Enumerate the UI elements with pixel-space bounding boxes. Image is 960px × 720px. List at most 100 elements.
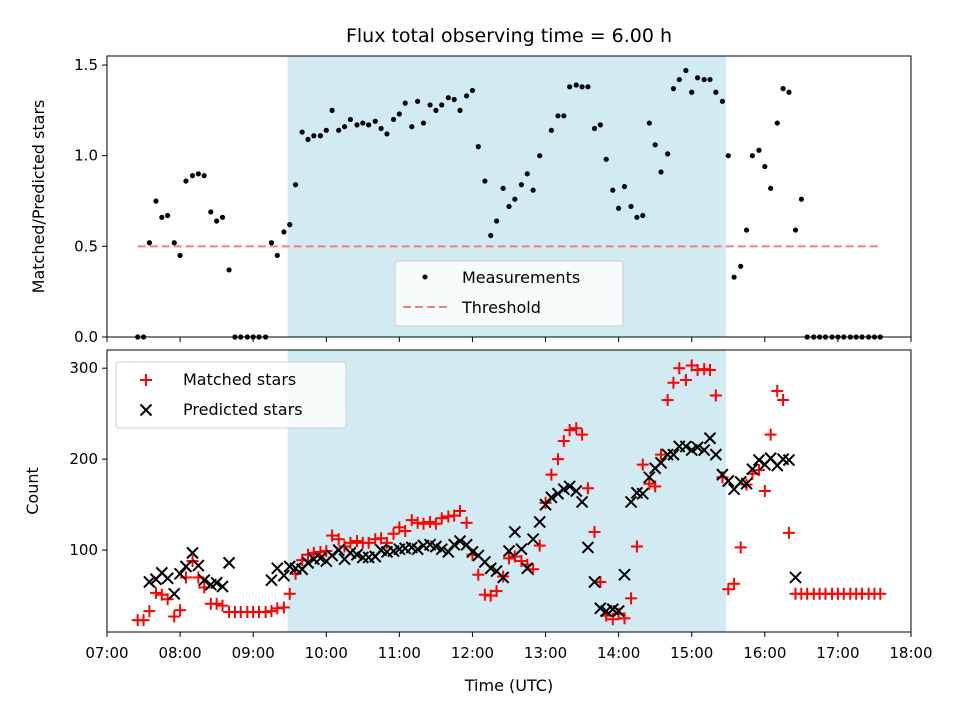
legend-predicted-marker — [139, 403, 153, 417]
measurement-point — [208, 209, 214, 215]
legend-matched-label: Matched stars — [183, 370, 296, 389]
x-stroke-b — [453, 534, 467, 548]
x-stroke-b — [332, 543, 345, 557]
x-stroke-b — [709, 448, 723, 461]
matched-star-point — [137, 614, 150, 627]
x-tick-label: 08:00 — [158, 644, 201, 662]
x-stroke-b — [521, 562, 534, 575]
measurement-point — [530, 187, 536, 193]
measurement-point — [165, 212, 171, 219]
x-stroke-b — [594, 602, 607, 615]
measurement-point — [390, 116, 397, 123]
predicted-star-point — [624, 495, 638, 509]
measurement-point — [500, 185, 506, 191]
matched-star-point — [581, 482, 594, 495]
matched-star-point — [661, 394, 674, 407]
measurement-point — [183, 178, 189, 184]
matched-star-point — [618, 612, 631, 625]
x-stroke-b — [624, 495, 638, 509]
matched-star-point — [570, 422, 583, 435]
predicted-star-point — [453, 534, 467, 548]
predicted-star-point — [301, 556, 315, 570]
x-stroke-b — [776, 452, 790, 466]
measurement-point — [579, 84, 585, 90]
x-stroke-b — [533, 515, 546, 529]
predicted-star-point — [654, 456, 668, 470]
x-stroke-b — [139, 403, 153, 417]
measurement-point — [402, 100, 408, 106]
measurement-point — [597, 122, 603, 128]
x-stroke-b — [301, 556, 315, 570]
measurement-point — [341, 124, 348, 130]
matched-star-point — [545, 468, 558, 481]
matched-star-point — [673, 362, 686, 375]
predicted-star-point — [435, 543, 448, 556]
predicted-star-point — [667, 448, 680, 461]
measurement-point — [360, 120, 366, 126]
matched-star-point — [752, 464, 765, 477]
measurement-point — [409, 124, 415, 130]
matched-star-point — [630, 540, 643, 553]
matched-star-point — [874, 587, 887, 600]
matched-star-point — [655, 448, 668, 461]
x-stroke-b — [490, 564, 503, 578]
measurement-point — [621, 183, 628, 190]
measurement-point — [634, 214, 640, 220]
measurement-point — [274, 252, 280, 259]
y-tick-label: 0.5 — [74, 237, 98, 255]
matched-star-point — [734, 541, 747, 554]
measurement-point — [762, 163, 768, 170]
measurement-point — [146, 240, 152, 246]
x-stroke-b — [575, 495, 589, 509]
x-stroke-b — [789, 571, 802, 584]
x-stroke-b — [143, 575, 156, 589]
x-stroke-b — [740, 477, 753, 490]
measurement-point — [628, 203, 634, 210]
x-tick-label: 07:00 — [85, 644, 128, 662]
y-tick-label: 200 — [69, 450, 98, 468]
predicted-star-point — [192, 559, 205, 572]
predicted-star-point — [198, 573, 211, 587]
measurement-point — [670, 86, 677, 92]
x-stroke-b — [466, 545, 479, 559]
measurement-point — [506, 203, 512, 210]
predicted-star-point — [356, 551, 370, 564]
matched-star-point — [460, 516, 473, 529]
bottom-x-ticks: 07:00 08:00 09:00 10:00 11:00 12:00 13:00 14:00… — [85, 632, 933, 662]
predicted-star-point — [679, 440, 693, 453]
matched-star-point — [643, 477, 656, 490]
x-stroke-b — [435, 543, 448, 556]
matched-star-point — [417, 517, 430, 530]
x-stroke-b — [630, 486, 644, 500]
measurement-point — [336, 127, 342, 133]
x-stroke-b — [563, 480, 576, 493]
measurement-point — [201, 173, 207, 179]
x-stroke-b — [289, 562, 302, 575]
x-stroke-b — [265, 573, 278, 587]
matched-star-point — [625, 592, 638, 605]
predicted-star-point — [545, 491, 558, 504]
measurement-point — [488, 232, 494, 239]
measurement-point — [738, 263, 744, 269]
predicted-star-point — [332, 543, 345, 557]
predicted-star-point — [186, 546, 199, 560]
predicted-star-point — [265, 573, 278, 587]
predicted-star-point — [143, 575, 156, 589]
x-stroke-b — [746, 462, 759, 476]
matched-star-point — [362, 536, 375, 549]
x-stroke-b — [636, 487, 649, 500]
matched-star-point — [350, 535, 363, 548]
predicted-star-point — [442, 545, 455, 559]
measurement-point — [731, 274, 737, 280]
predicted-star-point — [179, 560, 193, 573]
matched-star-point — [387, 527, 400, 540]
x-tick-label: 17:00 — [816, 644, 859, 662]
measurement-point — [372, 118, 378, 124]
measurement-point — [153, 198, 159, 204]
matched-star-point — [539, 496, 552, 509]
matched-star-point — [636, 458, 649, 471]
matched-star-point — [503, 552, 515, 565]
x-stroke-b — [581, 541, 595, 554]
matched-star-point — [563, 424, 576, 437]
measurement-point — [701, 76, 707, 83]
